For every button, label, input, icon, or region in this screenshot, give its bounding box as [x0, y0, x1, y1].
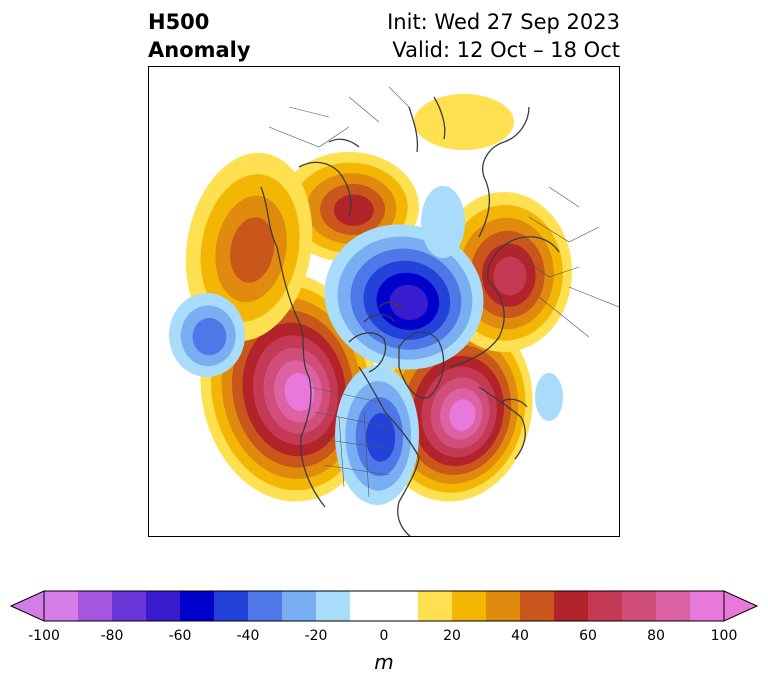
title-variable-line1: H500	[148, 10, 210, 34]
colorbar-bin	[248, 591, 283, 621]
colorbar-tick-label: 0	[379, 628, 389, 644]
colorbar-bin	[316, 591, 351, 621]
colorbar-graphic	[9, 590, 759, 622]
colorbar-bin	[44, 591, 79, 621]
political-borders	[268, 86, 619, 498]
map-title-variable: H500 Anomaly	[148, 8, 251, 64]
colorbar-tick-label: -80	[100, 628, 124, 644]
colorbar-unit-label: m	[374, 650, 394, 674]
negative-anomaly-contour	[365, 413, 396, 462]
colorbar-bin	[214, 591, 249, 621]
anomaly-map-canvas	[169, 86, 619, 536]
colorbar-bin	[690, 591, 725, 621]
positive-anomaly-contour	[230, 217, 275, 283]
colorbar	[9, 590, 759, 622]
map-title-dates: Init: Wed 27 Sep 2023 Valid: 12 Oct – 18…	[387, 8, 620, 64]
colorbar-tick-label: 80	[647, 628, 665, 644]
positive-anomaly-contour	[414, 94, 514, 150]
positive-anomaly-contour	[449, 399, 476, 431]
colorbar-bin	[146, 591, 181, 621]
valid-range-label: Valid: 12 Oct – 18 Oct	[392, 38, 620, 62]
colorbar-tick-label: 40	[511, 628, 529, 644]
anomaly-contours	[169, 94, 572, 505]
colorbar-bin	[384, 591, 419, 621]
colorbar-bin	[78, 591, 113, 621]
negative-anomaly-contour	[421, 186, 465, 258]
positive-anomaly-contour	[333, 194, 374, 226]
init-date-label: Init: Wed 27 Sep 2023	[387, 10, 620, 34]
colorbar-frame	[43, 590, 725, 622]
positive-anomaly-contour	[493, 256, 527, 296]
negative-anomaly-contour	[535, 373, 563, 421]
colorbar-extend-low	[9, 590, 45, 622]
colorbar-bin	[180, 591, 215, 621]
colorbar-extend-high	[723, 590, 759, 622]
colorbar-bin	[418, 591, 453, 621]
title-variable-line2: Anomaly	[148, 38, 251, 62]
negative-anomaly-contour	[389, 284, 429, 321]
colorbar-bin	[588, 591, 623, 621]
colorbar-tick-label: -20	[304, 628, 328, 644]
colorbar-tick-label: 60	[579, 628, 597, 644]
colorbar-bin	[656, 591, 691, 621]
colorbar-bin	[452, 591, 487, 621]
colorbar-bin	[112, 591, 147, 621]
negative-anomaly-contour	[192, 317, 227, 356]
colorbar-bin	[520, 591, 555, 621]
positive-anomaly-contour	[284, 372, 315, 412]
colorbar-tick-label: 100	[710, 628, 738, 644]
colorbar-bin	[350, 591, 385, 621]
colorbar-bin	[554, 591, 589, 621]
colorbar-tick-label: 20	[443, 628, 461, 644]
colorbar-bin	[622, 591, 657, 621]
coastlines	[260, 96, 560, 536]
anomaly-map	[148, 66, 620, 537]
colorbar-bin	[486, 591, 521, 621]
colorbar-tick-label: -60	[168, 628, 192, 644]
colorbar-tick-label: -40	[236, 628, 260, 644]
colorbar-tick-label: -100	[28, 628, 60, 644]
colorbar-bin	[282, 591, 317, 621]
